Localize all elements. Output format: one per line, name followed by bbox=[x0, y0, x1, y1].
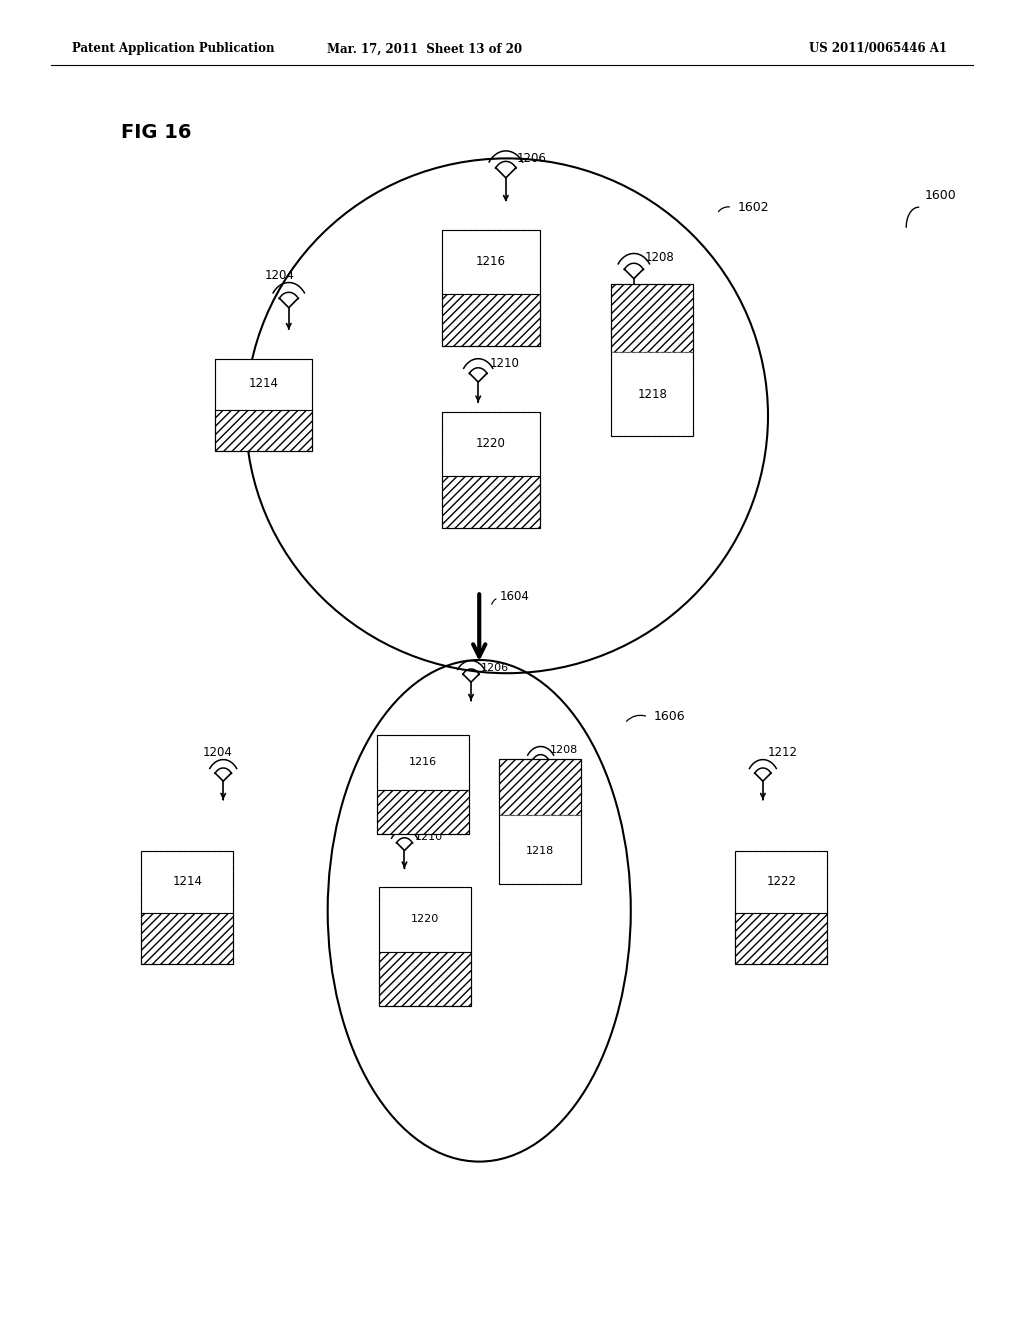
Text: US 2011/0065446 A1: US 2011/0065446 A1 bbox=[809, 42, 947, 55]
Text: 1212: 1212 bbox=[768, 746, 798, 759]
Text: 1204: 1204 bbox=[203, 746, 232, 759]
Text: Mar. 17, 2011  Sheet 13 of 20: Mar. 17, 2011 Sheet 13 of 20 bbox=[328, 42, 522, 55]
Bar bbox=[377, 735, 469, 834]
Text: 1222: 1222 bbox=[766, 875, 797, 888]
Bar bbox=[442, 412, 540, 528]
Bar bbox=[611, 284, 693, 352]
Bar bbox=[377, 735, 469, 789]
Bar bbox=[611, 284, 693, 436]
Bar bbox=[141, 851, 233, 964]
Bar bbox=[442, 412, 540, 475]
Text: 1210: 1210 bbox=[489, 356, 519, 370]
Text: 1208: 1208 bbox=[550, 744, 579, 755]
Bar bbox=[377, 789, 469, 834]
Bar bbox=[377, 735, 469, 834]
Text: 1606: 1606 bbox=[653, 710, 685, 723]
Bar bbox=[379, 953, 471, 1006]
Bar bbox=[442, 412, 540, 528]
Text: 1602: 1602 bbox=[737, 201, 769, 214]
Bar bbox=[611, 284, 693, 436]
Bar bbox=[141, 851, 233, 964]
Text: Patent Application Publication: Patent Application Publication bbox=[72, 42, 274, 55]
Bar bbox=[611, 352, 693, 436]
Bar bbox=[499, 759, 581, 884]
Text: 1216: 1216 bbox=[409, 756, 437, 767]
Bar bbox=[499, 759, 581, 884]
Bar bbox=[442, 475, 540, 528]
Bar bbox=[379, 887, 471, 953]
Bar bbox=[735, 851, 827, 964]
Bar bbox=[215, 359, 312, 409]
Text: 1206: 1206 bbox=[517, 152, 547, 165]
Bar bbox=[215, 409, 312, 451]
Text: FIG 16: FIG 16 bbox=[121, 123, 191, 141]
Text: 1600: 1600 bbox=[925, 189, 956, 202]
Bar bbox=[442, 293, 540, 346]
Bar bbox=[141, 851, 233, 913]
Text: 1214: 1214 bbox=[172, 875, 203, 888]
Text: 1206: 1206 bbox=[481, 663, 509, 673]
Bar bbox=[442, 230, 540, 346]
Text: 1210: 1210 bbox=[415, 832, 442, 842]
Text: 1220: 1220 bbox=[476, 437, 506, 450]
Bar bbox=[215, 359, 312, 451]
Text: 1604: 1604 bbox=[500, 590, 529, 603]
Bar bbox=[499, 759, 581, 816]
Text: 1216: 1216 bbox=[476, 255, 506, 268]
Bar bbox=[735, 851, 827, 964]
Text: 1218: 1218 bbox=[637, 388, 668, 401]
Bar bbox=[442, 230, 540, 293]
Bar bbox=[215, 359, 312, 451]
Bar bbox=[735, 851, 827, 913]
Text: 1204: 1204 bbox=[264, 269, 294, 282]
Text: 1220: 1220 bbox=[411, 915, 439, 924]
Text: 1218: 1218 bbox=[525, 846, 554, 855]
Text: 1214: 1214 bbox=[249, 378, 279, 391]
Bar bbox=[499, 816, 581, 884]
Bar bbox=[735, 913, 827, 964]
Bar bbox=[379, 887, 471, 1006]
Text: 1208: 1208 bbox=[645, 251, 675, 264]
Bar bbox=[442, 230, 540, 346]
Bar bbox=[141, 913, 233, 964]
Bar bbox=[379, 887, 471, 1006]
